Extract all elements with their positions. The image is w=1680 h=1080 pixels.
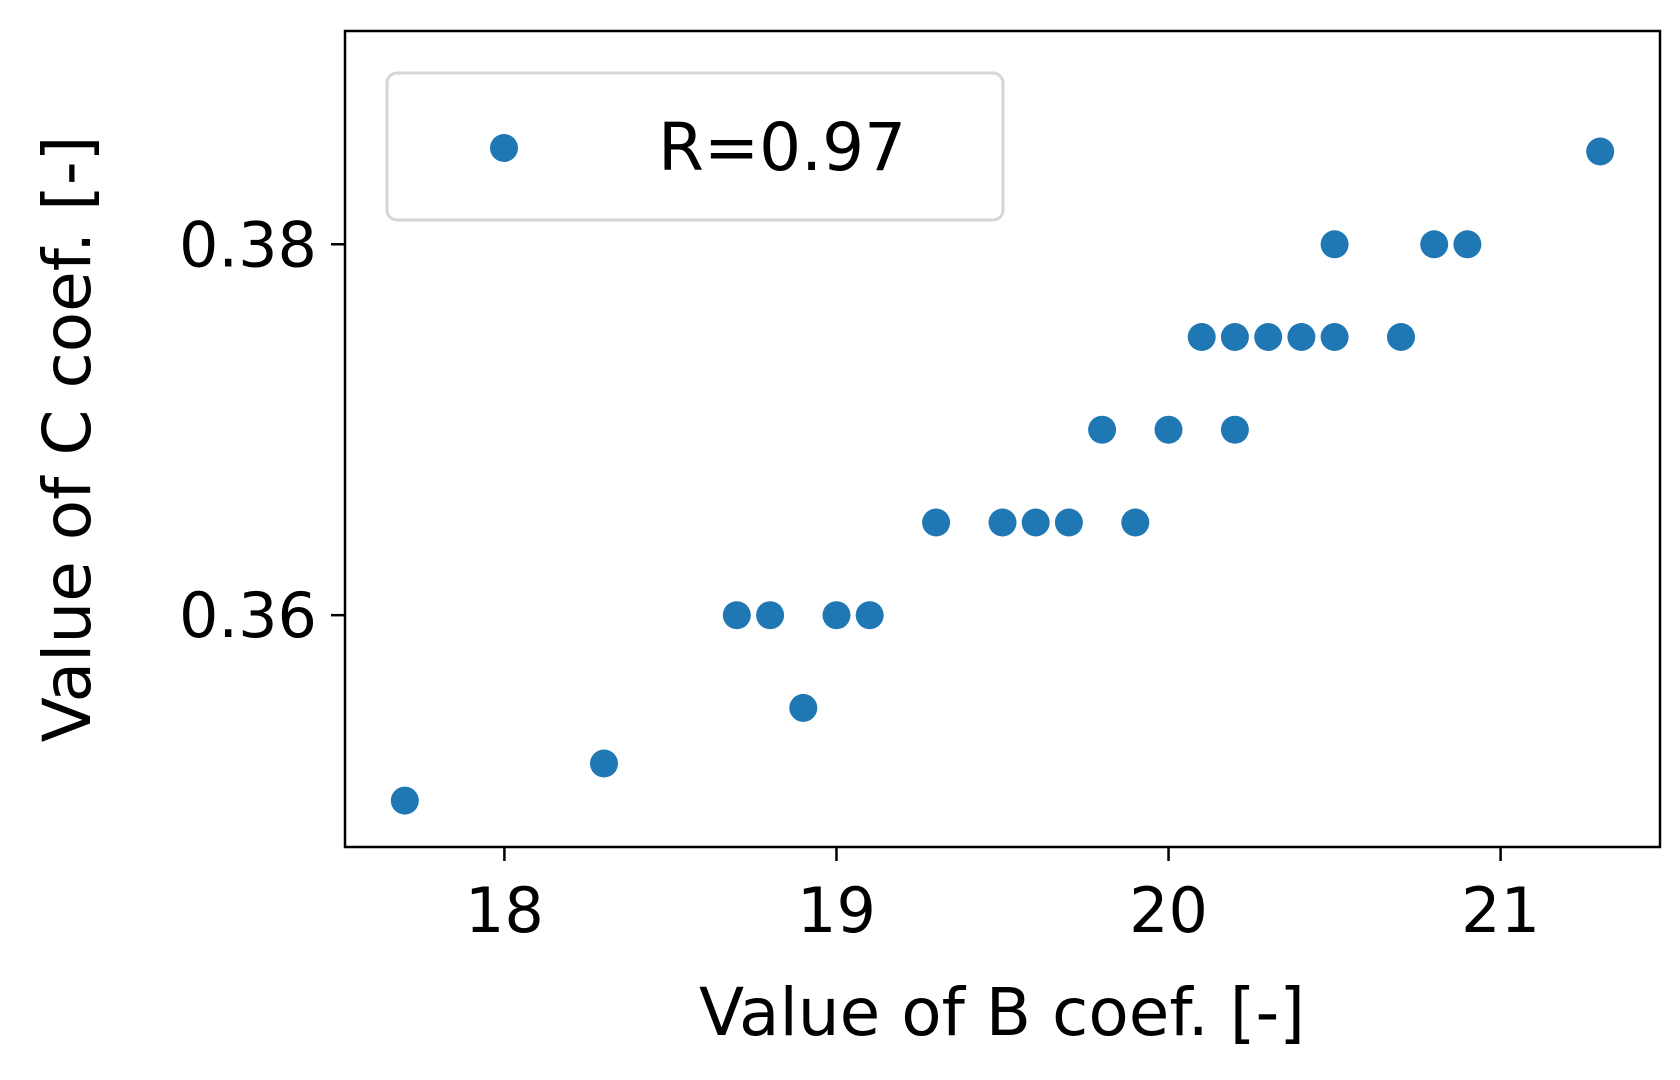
legend-entry: R=0.97 [658,109,906,186]
data-point [822,601,851,630]
data-point [1220,323,1249,351]
plot-frame [343,29,1662,849]
x-tick-label: 19 [797,874,876,947]
y-axis-label: Value of C coef. [-] [29,136,106,743]
x-tick-label: 20 [1129,874,1208,947]
y-tick-label: 0.38 [179,208,317,281]
data-point [1054,508,1083,537]
data-point [1453,230,1482,259]
data-point [1586,137,1615,166]
data-point [1387,323,1415,351]
data-point [1320,323,1349,351]
data-point [988,508,1017,537]
data-point [722,601,751,630]
data-point [1287,323,1316,351]
legend-marker [490,134,518,162]
data-point [1254,323,1283,351]
x-axis-ticks: 18 19 20 21 [465,847,1540,947]
data-point [590,749,618,778]
data-point [1154,415,1183,444]
x-tick-label: 21 [1461,874,1540,947]
data-point [789,693,818,722]
data-point [390,786,419,815]
data-points [390,137,1615,815]
data-point [1220,415,1249,444]
data-point [922,508,951,537]
data-point [1187,323,1216,351]
data-point [1420,230,1449,259]
y-tick-label: 0.36 [179,579,317,652]
y-axis-ticks: 0.36 0.38 [179,208,345,652]
x-axis-label: Value of B coef. [-] [699,974,1305,1051]
x-tick-label: 18 [465,874,544,947]
data-point [1088,415,1117,444]
data-point [855,601,884,630]
legend-box [385,71,1005,222]
legend: R=0.97 [385,71,1005,222]
data-point [1320,230,1349,259]
data-point [1021,508,1050,537]
data-point [1121,508,1150,537]
data-point [756,601,785,630]
